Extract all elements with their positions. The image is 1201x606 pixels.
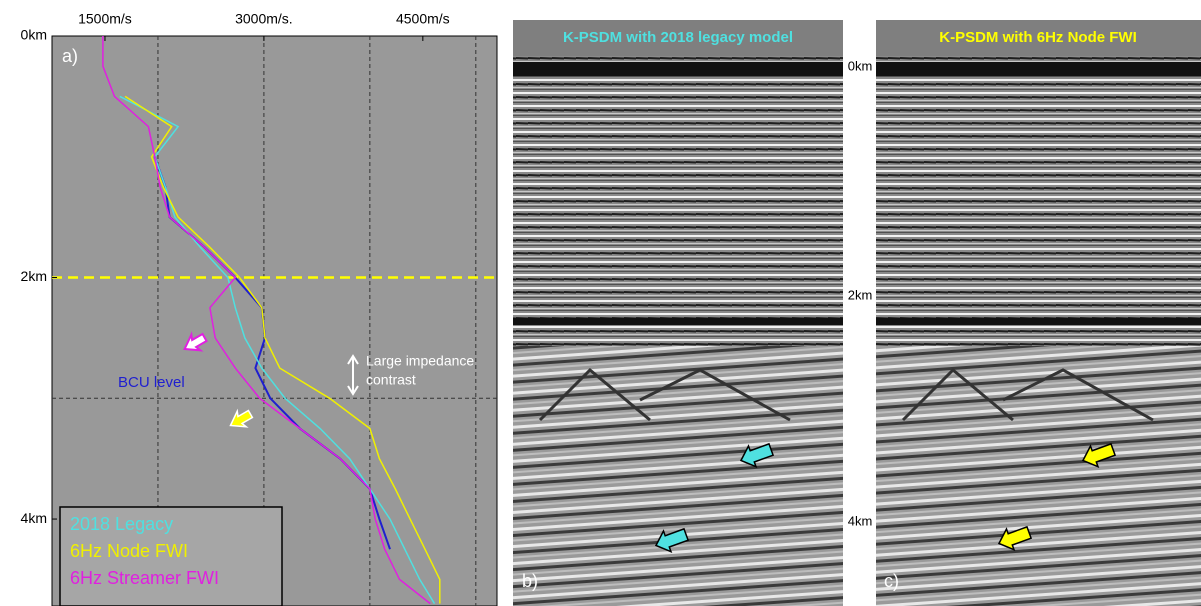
panel-title: K-PSDM with 2018 legacy model: [563, 29, 793, 46]
seismic-image: [513, 56, 843, 346]
panel-title: K-PSDM with 6Hz Node FWI: [939, 29, 1137, 46]
x-tick-label: 3000m/s.: [235, 11, 293, 27]
panel-label: c): [884, 571, 899, 591]
seismic-image: [876, 346, 1201, 606]
legend-entry: 6Hz Streamer FWI: [70, 568, 219, 588]
x-tick-label: 4500m/s: [396, 11, 450, 27]
depth-label: 4km: [848, 513, 873, 528]
seabed: [876, 62, 1201, 76]
panel-label: a): [62, 46, 78, 66]
annotation: BCU level: [118, 374, 185, 391]
seismic-panel-b: K-PSDM with 2018 legacy model b): [513, 20, 843, 606]
depth-label: 0km: [848, 58, 873, 73]
legend-entry: 6Hz Node FWI: [70, 541, 188, 561]
depth-label: 2km: [848, 287, 873, 302]
annotation: Large impedance: [366, 353, 474, 369]
panel-label: b): [522, 571, 538, 591]
seismic-image: [513, 346, 843, 606]
reflector: [876, 318, 1201, 325]
seismic-image: [876, 56, 1201, 346]
x-tick-label: 1500m/s: [78, 11, 132, 27]
seabed: [513, 62, 843, 76]
seismic-panel-c: K-PSDM with 6Hz Node FWI c): [876, 20, 1201, 606]
y-tick-label: 2km: [21, 268, 47, 284]
reflector: [513, 318, 843, 325]
y-tick-label: 0km: [21, 27, 47, 43]
annotation: contrast: [366, 372, 416, 388]
legend-entry: 2018 Legacy: [70, 514, 173, 534]
y-tick-label: 4km: [21, 510, 47, 526]
figure: K-PSDM with 2018 legacy model b) K-PSDM …: [0, 0, 1201, 606]
